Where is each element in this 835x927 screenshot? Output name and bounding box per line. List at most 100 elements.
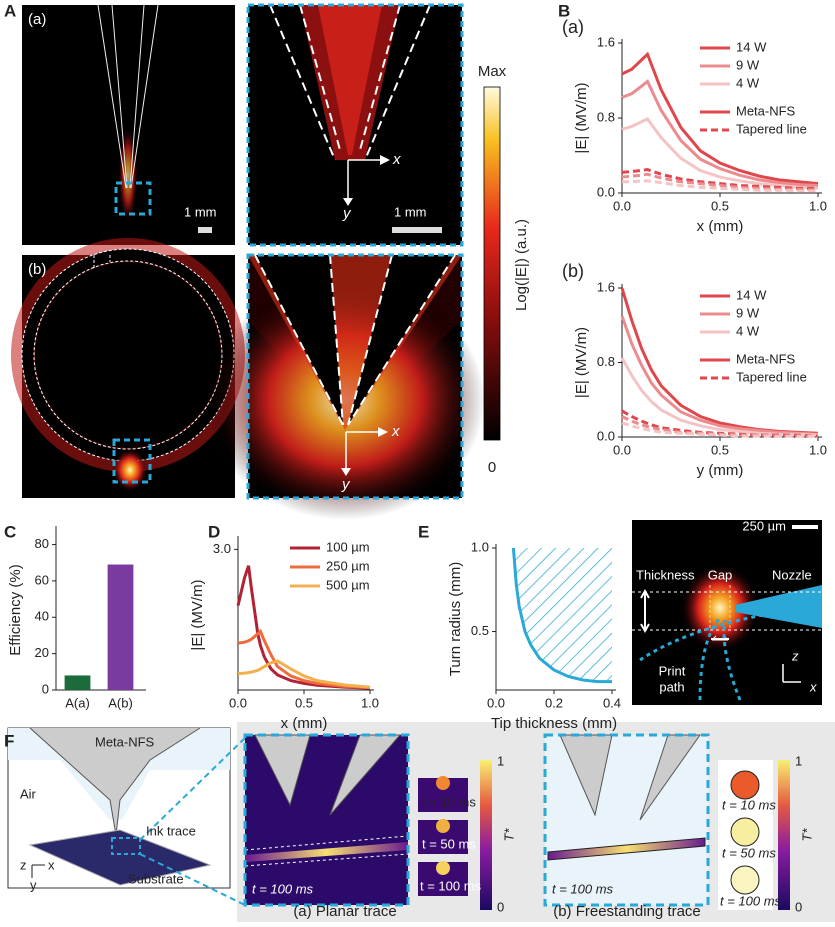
- y-tick-label: 1.6: [597, 34, 615, 49]
- series-line: [237, 628, 371, 690]
- colorbar-label: T*: [799, 828, 814, 842]
- x-tick-label: 0.5: [295, 695, 313, 710]
- colorbar-max: Max: [478, 63, 507, 80]
- time-label: t = 50 ms: [422, 836, 476, 851]
- caption: (b) Freestanding trace: [553, 903, 701, 920]
- scale-label: 1 mm: [394, 204, 427, 219]
- x-tick-label: 0.4: [603, 695, 621, 710]
- y-tick-label: 60: [35, 572, 49, 587]
- series-line: [621, 79, 819, 187]
- legend-label: 14 W: [736, 287, 767, 302]
- y-tick-label: 0.0: [597, 428, 615, 443]
- series-line: [620, 315, 819, 436]
- panel-sublabel: (b): [562, 261, 584, 281]
- colorbar-label: Log(|E|) (a.u.): [513, 219, 530, 311]
- axis-mark: y: [342, 205, 352, 222]
- legend-label: Meta-NFS: [736, 351, 796, 366]
- annotation: Gap: [708, 567, 733, 582]
- y-axis-label: |E| (MV/m): [573, 82, 590, 153]
- legend-label: 500 µm: [326, 577, 370, 592]
- legend-label: 9 W: [736, 305, 760, 320]
- x-tick-label: 0.0: [613, 442, 631, 457]
- axis-mark: x: [392, 151, 401, 168]
- series-line: [621, 168, 818, 190]
- x-tick-label: A(b): [108, 695, 133, 710]
- axis-mark: x: [48, 857, 55, 872]
- y-tick-label: 0.0: [597, 184, 615, 199]
- time-label: t = 100 ms: [720, 893, 782, 908]
- legend-label: Meta-NFS: [736, 103, 796, 118]
- y-axis-label: Efficiency (%): [7, 564, 24, 655]
- axis-mark: z: [791, 648, 799, 663]
- legend-label: 9 W: [736, 57, 760, 72]
- y-axis-label: |E| (MV/m): [189, 579, 206, 650]
- legend-label: Tapered line: [736, 369, 807, 384]
- y-tick-label: 0: [42, 681, 49, 696]
- panel-label: A: [4, 1, 16, 20]
- panel-e-image: [632, 520, 823, 705]
- annotation: Air: [20, 786, 37, 801]
- x-tick-label: 0.5: [711, 198, 729, 213]
- annotation: Ink trace: [146, 823, 196, 838]
- scale-label: 250 µm: [742, 518, 786, 533]
- y-tick-label: 40: [35, 609, 49, 624]
- series-line: [621, 421, 818, 438]
- axis-mark: y: [30, 877, 37, 892]
- series-line: [621, 51, 819, 186]
- caption: (a) Planar trace: [293, 903, 396, 920]
- panel-label: E: [418, 522, 429, 541]
- x-tick-label: 0.0: [229, 695, 247, 710]
- panel-label: C: [4, 522, 16, 541]
- x-tick-label: 0.5: [711, 442, 729, 457]
- panel-label: B: [558, 1, 570, 20]
- feasible-region: [513, 548, 612, 682]
- time-label: t = 100 ms: [552, 881, 614, 896]
- y-axis-label: |E| (MV/m): [573, 327, 590, 398]
- axis-mark: x: [809, 679, 817, 694]
- y-tick-label: 0.8: [597, 109, 615, 124]
- time-label: t = 10 ms: [422, 794, 476, 809]
- legend-label: 100 µm: [326, 539, 370, 554]
- x-tick-label: 1.0: [361, 695, 379, 710]
- time-label: t = 100 ms: [252, 881, 314, 896]
- time-label: t = 50 ms: [722, 845, 776, 860]
- series-line: [237, 659, 371, 689]
- x-axis-label: Tip thickness (mm): [491, 715, 617, 732]
- y-tick-label: 20: [35, 645, 49, 660]
- panel-sublabel: (a): [28, 11, 46, 28]
- series-line: [621, 117, 819, 190]
- colorbar-min: 0: [795, 899, 802, 914]
- x-tick-label: 1.0: [809, 442, 827, 457]
- axis-mark: x: [391, 423, 400, 440]
- x-axis-label: y (mm): [697, 462, 744, 479]
- axis-mark: y: [341, 476, 351, 493]
- x-tick-label: A(a): [65, 695, 90, 710]
- y-tick-label: 1.0: [471, 539, 489, 554]
- time-label: t = 100 ms: [420, 878, 482, 893]
- colorbar-min: 0: [488, 459, 496, 476]
- annotation: Thickness: [636, 567, 695, 582]
- panel-a-images: [11, 3, 501, 520]
- colorbar-label: T*: [501, 828, 516, 842]
- legend-label: Tapered line: [736, 121, 807, 136]
- annotation: Meta-NFS: [95, 734, 155, 749]
- x-tick-label: 0.2: [545, 695, 563, 710]
- y-tick-label: 0.8: [597, 354, 615, 369]
- panel-sublabel: (a): [562, 17, 584, 37]
- legend-label: 4 W: [736, 75, 760, 90]
- x-tick-label: 0.0: [487, 695, 505, 710]
- y-tick-label: 1.6: [597, 279, 615, 294]
- bar: [107, 564, 134, 690]
- y-axis-label: Turn radius (mm): [447, 562, 464, 676]
- colorbar-min: 0: [497, 899, 504, 914]
- colorbar-max: 1: [795, 753, 802, 768]
- annotation: Nozzle: [772, 567, 812, 582]
- legend-label: 14 W: [736, 39, 767, 54]
- time-label: t = 10 ms: [722, 797, 776, 812]
- scale-label: 1 mm: [184, 204, 217, 219]
- axis-mark: z: [20, 857, 27, 872]
- panel-sublabel: (b): [28, 261, 46, 278]
- panel-label: D: [208, 522, 220, 541]
- annotation: path: [659, 679, 684, 694]
